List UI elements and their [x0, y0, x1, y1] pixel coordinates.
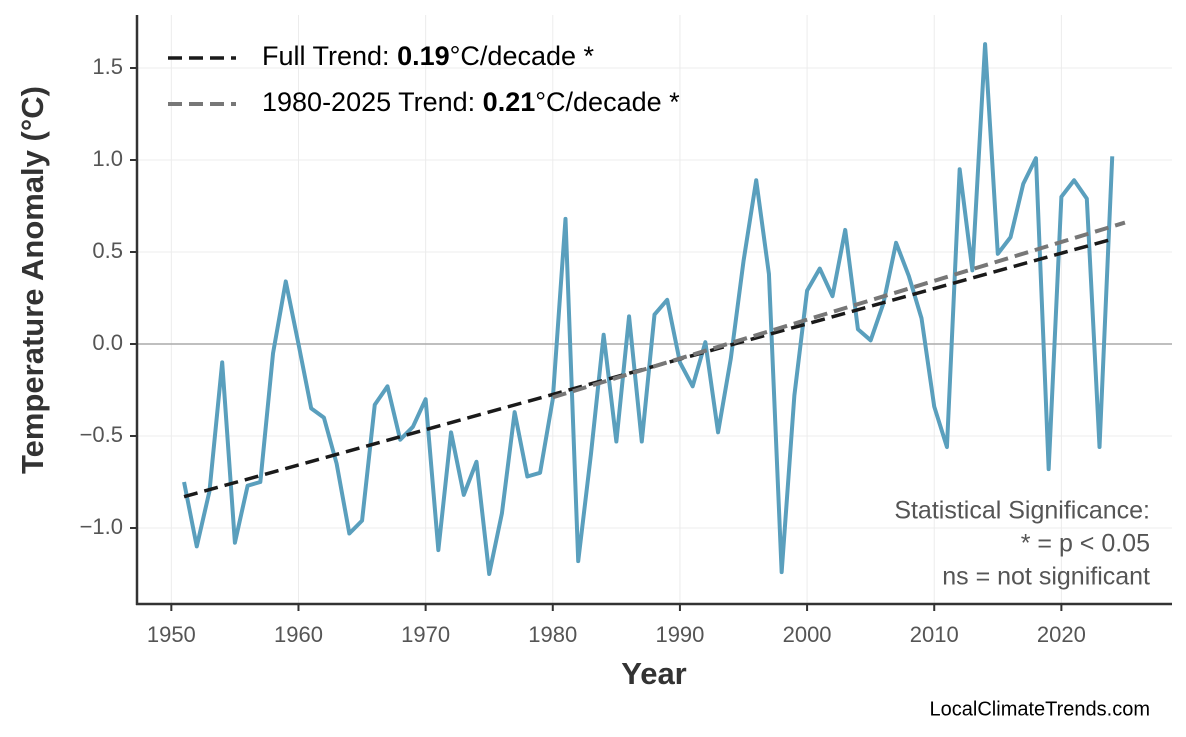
y-tick-label: 1.5: [92, 54, 123, 79]
x-tick-label: 2010: [910, 622, 959, 647]
legend-label: Full Trend: 0.19°C/decade *: [262, 41, 595, 71]
legend-entry: Full Trend: 0.19°C/decade *: [168, 41, 595, 71]
legend-text: 0.21: [483, 87, 536, 117]
y-tick-label: 0.5: [92, 238, 123, 263]
x-axis-label: Year: [621, 656, 687, 691]
y-tick-label: 0.0: [92, 330, 123, 355]
source: LocalClimateTrends.com: [930, 698, 1150, 720]
x-tick-label: 1950: [147, 622, 196, 647]
x-tick-label: 2020: [1037, 622, 1086, 647]
x-tick-label: 1960: [274, 622, 323, 647]
x-tick-label: 2000: [783, 622, 832, 647]
y-tick-label: 1.0: [92, 146, 123, 171]
annotation: Statistical Significance:: [894, 497, 1150, 525]
x-tick-label: 1980: [528, 622, 577, 647]
annotation: ns = not significant: [942, 563, 1150, 591]
legend-text: 1980-2025 Trend:: [262, 87, 483, 117]
data-line: [182, 42, 1115, 577]
annotation: * = p < 0.05: [1021, 530, 1150, 558]
y-axis-label: Temperature Anomaly (°C): [15, 86, 50, 474]
legend-entry: 1980-2025 Trend: 0.21°C/decade *: [168, 87, 680, 117]
legend-label: 1980-2025 Trend: 0.21°C/decade *: [262, 87, 680, 117]
y-tick-label: −0.5: [80, 422, 123, 447]
trend-line: [183, 237, 1113, 499]
legend-text: Full Trend:: [262, 41, 397, 71]
legend-text: °C/decade *: [450, 41, 595, 71]
y-tick-label: −1.0: [80, 514, 123, 539]
trend-line: [552, 220, 1126, 400]
x-tick-label: 1970: [401, 622, 450, 647]
x-tick-label: 1990: [655, 622, 704, 647]
legend-text: 0.19: [397, 41, 450, 71]
legend-text: °C/decade *: [535, 87, 680, 117]
